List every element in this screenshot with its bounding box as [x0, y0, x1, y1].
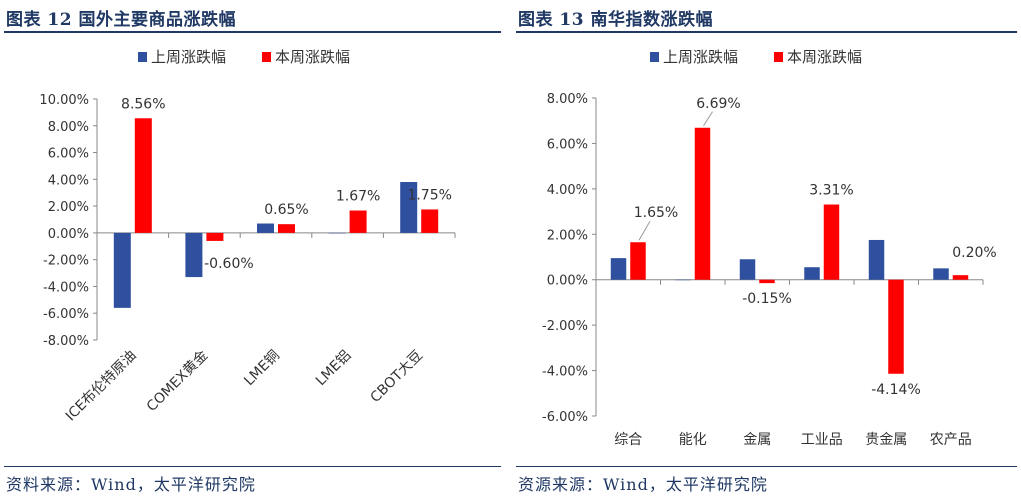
- source-note: 资源来源：Wind，太平洋研究院: [518, 475, 768, 494]
- y-tick-label: 2.00%: [547, 228, 588, 243]
- y-tick-label: 8.00%: [48, 120, 89, 135]
- bar-this-week: [630, 242, 646, 280]
- data-label: 1.65%: [634, 205, 678, 221]
- y-tick-label: 10.00%: [39, 93, 89, 108]
- figure-13-panel: 图表 13 南华指数涨跌幅 上周涨跌幅 本周涨跌幅 8.00% 6.00% 4.00% 2…: [512, 0, 1021, 498]
- bar-last-week: [933, 268, 949, 280]
- legend-swatch: [650, 52, 659, 62]
- category-label: CBOT大豆: [368, 348, 426, 406]
- bar-this-week: [349, 210, 367, 233]
- legend-label: 本周涨跌幅: [787, 48, 862, 66]
- category-label: 金属: [743, 432, 771, 448]
- source-rule: [4, 466, 501, 467]
- data-label: 0.65%: [264, 202, 308, 218]
- category-label: ICE布伦特原油: [63, 348, 140, 425]
- data-label: 3.31%: [809, 183, 853, 199]
- source-note: 资料来源：Wind，太平洋研究院: [6, 475, 256, 494]
- nanhua-index-chart: 上周涨跌幅 本周涨跌幅 8.00% 6.00% 4.00% 2.00% 0.00% -2.00…: [542, 48, 997, 448]
- bar-this-week: [278, 224, 295, 233]
- bar-last-week: [804, 267, 820, 280]
- bar-this-week: [694, 127, 711, 280]
- category-label: 综合: [614, 432, 642, 448]
- y-tick-label: 4.00%: [48, 173, 89, 188]
- bar-last-week: [257, 223, 274, 233]
- data-label: -0.60%: [204, 256, 254, 272]
- category-label: LME铜: [241, 348, 283, 390]
- bar-last-week: [739, 259, 756, 280]
- bar-last-week: [610, 258, 627, 280]
- bar-this-week: [134, 118, 152, 233]
- category-label: COMEX黄金: [143, 347, 211, 415]
- bar-last-week: [185, 232, 203, 278]
- bar-last-week: [400, 182, 418, 233]
- data-label: 8.56%: [121, 96, 165, 112]
- y-tick-label: 4.00%: [547, 183, 588, 198]
- data-label: 1.75%: [407, 187, 451, 203]
- y-tick-label: -2.00%: [542, 319, 588, 334]
- y-tick-label: -4.00%: [542, 365, 588, 380]
- category-label: 贵金属: [865, 432, 907, 448]
- y-tick-label: 0.00%: [547, 274, 588, 289]
- figure-title: 图表 12 国外主要商品涨跌幅: [6, 10, 236, 30]
- bar-this-week: [206, 232, 224, 241]
- category-label: LME铝: [313, 348, 355, 390]
- title-rule: [4, 31, 501, 33]
- figure-title: 图表 13 南华指数涨跌幅: [518, 10, 713, 30]
- label-leader-line: [703, 111, 713, 127]
- data-label: -4.14%: [871, 382, 921, 398]
- bar-last-week: [868, 239, 885, 280]
- data-label: 6.69%: [696, 96, 740, 112]
- y-tick-label: 8.00%: [547, 92, 588, 107]
- legend-swatch: [774, 52, 783, 62]
- legend-swatch: [262, 52, 271, 62]
- bar-this-week: [759, 279, 775, 284]
- legend-label: 上周涨跌幅: [151, 48, 226, 66]
- y-tick-label: 6.00%: [547, 137, 588, 152]
- bar-this-week: [888, 279, 904, 374]
- bar-last-week: [113, 232, 131, 308]
- legend-label: 上周涨跌幅: [663, 48, 738, 66]
- bar-this-week: [823, 204, 840, 280]
- commodity-change-chart: 上周涨跌幅 本周涨跌幅 10.00% 8.00% 6.00% 4.00% 2.00% 0.00…: [39, 48, 456, 425]
- y-tick-label: -6.00%: [542, 410, 588, 425]
- figure-12-panel: 图表 12 国外主要商品涨跌幅 上周涨跌幅 本周涨跌幅 10.00% 8.00% 6.0…: [0, 0, 505, 498]
- y-tick-label: 2.00%: [48, 200, 89, 215]
- bar-this-week: [421, 209, 439, 233]
- legend-label: 本周涨跌幅: [275, 48, 350, 66]
- y-tick-label: -6.00%: [43, 307, 89, 322]
- y-tick-label: -2.00%: [43, 254, 89, 269]
- source-rule: [516, 466, 1017, 467]
- data-label: 0.20%: [952, 245, 996, 261]
- data-label: 1.67%: [336, 189, 380, 205]
- y-tick-label: -4.00%: [43, 280, 89, 295]
- category-label: 工业品: [801, 432, 843, 448]
- bar-last-week: [675, 279, 691, 281]
- category-label: 能化: [679, 432, 707, 448]
- legend-swatch: [138, 52, 147, 62]
- bar-last-week: [328, 232, 346, 234]
- y-tick-label: 6.00%: [48, 147, 89, 162]
- category-label: 农产品: [930, 432, 972, 448]
- title-rule: [516, 31, 1017, 33]
- data-label: -0.15%: [742, 291, 792, 307]
- y-tick-label: 0.00%: [48, 227, 89, 242]
- y-tick-label: -8.00%: [43, 334, 89, 349]
- bar-this-week: [952, 275, 969, 280]
- label-leader-line: [638, 220, 651, 241]
